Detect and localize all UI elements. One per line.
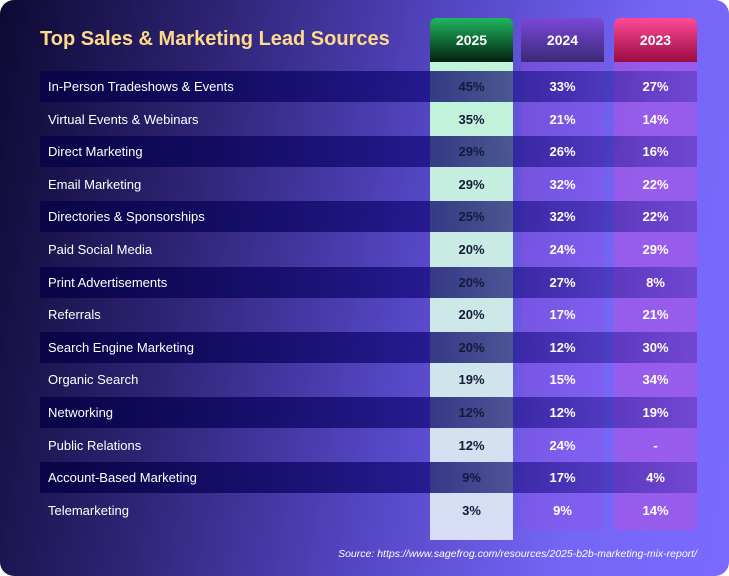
table-row: Paid Social Media 20% 24% 29%: [40, 234, 697, 265]
table-row: In-Person Tradeshows & Events 45% 33% 27%: [40, 71, 697, 102]
value-2024: 24%: [549, 242, 576, 257]
value-2024: 24%: [549, 437, 576, 453]
table-row: Referrals 20% 17% 21%: [40, 299, 697, 330]
value-2025: 29%: [430, 136, 513, 168]
value-2023: 29%: [642, 242, 669, 257]
value-2025: 3%: [462, 502, 481, 518]
value-2025: 45%: [430, 71, 513, 102]
value-2024: 17%: [549, 307, 576, 323]
value-2024: 9%: [553, 502, 572, 518]
table-row: Print Advertisements 20% 27% 8%: [40, 266, 697, 298]
row-label: Print Advertisements: [48, 274, 168, 290]
value-2024: 17%: [549, 470, 576, 486]
value-2023: 4%: [646, 470, 665, 486]
row-label: Organic Search: [48, 372, 139, 388]
value-2023: 22%: [642, 209, 669, 225]
row-label: Referrals: [48, 307, 101, 323]
row-label: Email Marketing: [48, 176, 142, 192]
value-2023: 16%: [642, 144, 669, 160]
row-label: Paid Social Media: [48, 242, 153, 257]
table-row: Networking 12% 12% 19%: [40, 397, 697, 428]
value-2023: 22%: [642, 176, 669, 192]
row-label: Telemarketing: [48, 502, 129, 518]
value-2024: 15%: [549, 372, 576, 388]
value-2023: 21%: [642, 307, 669, 323]
table-row: Organic Search 19% 15% 34%: [40, 364, 697, 395]
value-2025: 20%: [430, 266, 513, 298]
value-2023: 19%: [642, 405, 669, 420]
column-header-2023: 2023: [614, 18, 697, 62]
row-label: In-Person Tradeshows & Events: [48, 79, 234, 94]
value-2025: 12%: [458, 437, 485, 453]
value-2024: 26%: [549, 144, 576, 160]
value-2025: 20%: [430, 331, 513, 363]
value-2025: 25%: [430, 201, 513, 233]
value-2024: 33%: [549, 79, 576, 94]
table-row: Directories & Sponsorships 25% 32% 22%: [40, 201, 697, 233]
source-citation: Source: https://www.sagefrog.com/resourc…: [338, 548, 697, 560]
row-label: Direct Marketing: [48, 144, 143, 160]
value-2024: 32%: [549, 209, 576, 225]
value-2025: 12%: [430, 397, 513, 428]
column-header-2024: 2024: [521, 18, 604, 62]
value-2025: 20%: [458, 307, 485, 323]
value-2024: 32%: [549, 176, 576, 192]
table-row: Search Engine Marketing 20% 12% 30%: [40, 331, 697, 363]
value-2023: 14%: [642, 111, 669, 127]
page-title: Top Sales & Marketing Lead Sources: [40, 28, 390, 50]
table-row: Account-Based Marketing 9% 17% 4%: [40, 462, 697, 494]
value-2024: 21%: [549, 111, 576, 127]
value-2025: 29%: [458, 176, 485, 192]
value-2023: 14%: [642, 502, 669, 518]
table-row: Public Relations 12% 24% -: [40, 430, 697, 461]
value-2025: 19%: [458, 372, 485, 388]
value-2024: 27%: [549, 274, 576, 290]
row-label: Networking: [48, 405, 114, 420]
table-row: Virtual Events & Webinars 35% 21% 14%: [40, 104, 697, 135]
value-2023: 34%: [642, 372, 669, 388]
row-label: Public Relations: [48, 437, 142, 453]
value-2025: 35%: [458, 111, 485, 127]
value-2023: 8%: [646, 274, 665, 290]
table-row: Telemarketing 3% 9% 14%: [40, 495, 697, 526]
row-label: Account-Based Marketing: [48, 470, 197, 486]
column-header-2025: 2025: [430, 18, 513, 62]
value-2023: 30%: [642, 339, 669, 355]
value-2024: 12%: [549, 339, 576, 355]
value-2023: 27%: [642, 79, 669, 94]
table-row: Direct Marketing 29% 26% 16%: [40, 136, 697, 168]
row-label: Directories & Sponsorships: [48, 209, 205, 225]
value-2024: 12%: [549, 405, 576, 420]
row-label: Virtual Events & Webinars: [48, 111, 199, 127]
value-2023: -: [653, 437, 658, 453]
table-row: Email Marketing 29% 32% 22%: [40, 169, 697, 200]
value-2025: 9%: [430, 462, 513, 494]
value-2025: 20%: [458, 242, 485, 257]
row-label: Search Engine Marketing: [48, 339, 194, 355]
